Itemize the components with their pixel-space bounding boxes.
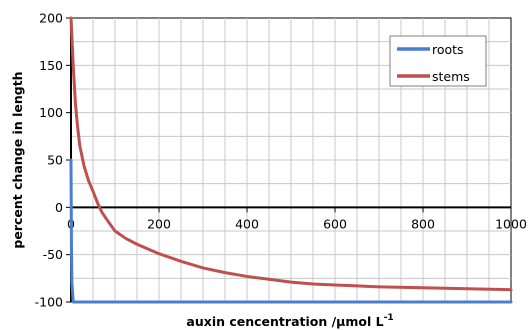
legend-label-roots: roots bbox=[432, 42, 464, 57]
x-axis-title-superscript: -1 bbox=[384, 313, 394, 323]
y-tick-label: 150 bbox=[39, 58, 63, 73]
y-axis-title: percent change in length bbox=[10, 71, 25, 248]
x-tick-label: 200 bbox=[147, 216, 171, 231]
y-tick-label: 50 bbox=[47, 153, 63, 168]
series-line-stems bbox=[69, 16, 513, 292]
x-axis-title-main: auxin cencentration /µmol L bbox=[186, 314, 383, 329]
x-tick-label: 600 bbox=[323, 216, 347, 231]
legend: roots stems bbox=[389, 35, 487, 87]
y-tick-label: 0 bbox=[55, 200, 63, 215]
y-tick-label: 100 bbox=[39, 105, 63, 120]
series-line-roots bbox=[69, 158, 513, 304]
grid bbox=[71, 18, 511, 302]
y-tick-label: 200 bbox=[39, 11, 63, 26]
x-tick-label: 800 bbox=[411, 216, 435, 231]
y-tick-label: -50 bbox=[43, 247, 63, 262]
y-tick-label: -100 bbox=[35, 295, 63, 310]
legend-label-stems: stems bbox=[432, 69, 470, 84]
series-lines bbox=[69, 16, 513, 304]
x-axis-title: auxin cencentration /µmol L-1 bbox=[186, 313, 393, 329]
x-tick-label: 1000 bbox=[495, 216, 527, 231]
x-tick-label: 400 bbox=[235, 216, 259, 231]
